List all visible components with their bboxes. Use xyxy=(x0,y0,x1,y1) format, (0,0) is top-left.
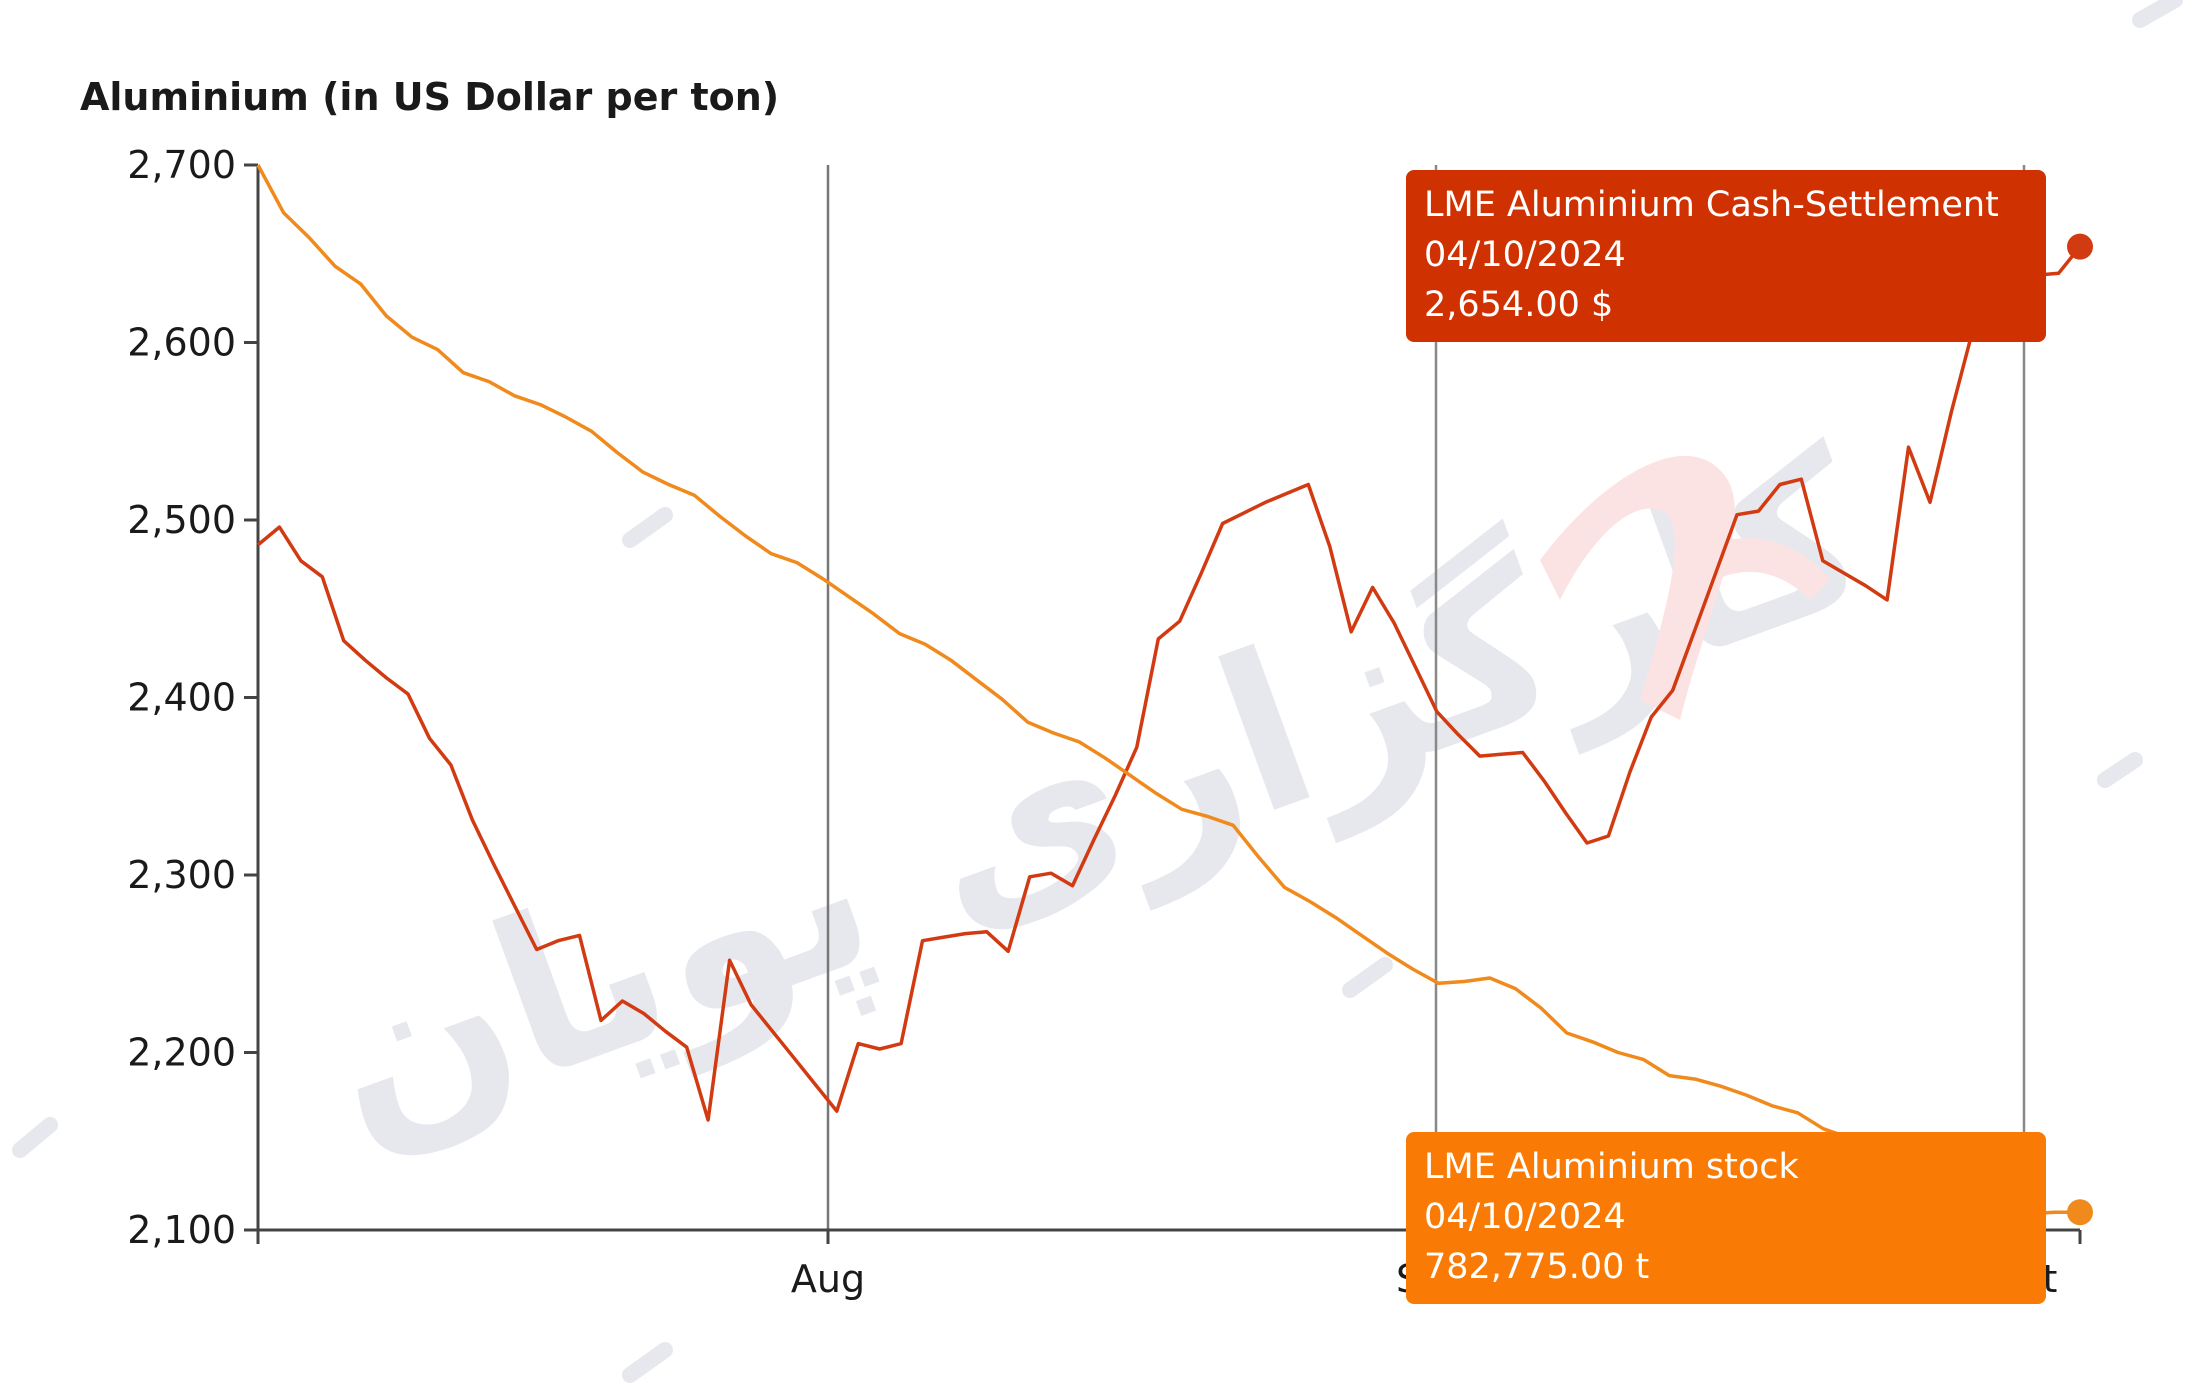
y-tick-label: 2,300 xyxy=(127,853,236,897)
y-tick-label: 2,700 xyxy=(127,143,236,187)
marker-cash-settlement[interactable] xyxy=(2067,234,2093,260)
tooltip-cash-value: 2,654.00 $ xyxy=(1424,280,2028,330)
watermark-dash-4 xyxy=(630,515,665,540)
tooltip-stock-date: 04/10/2024 xyxy=(1424,1192,2028,1242)
y-tick-label: 2,600 xyxy=(127,321,236,365)
watermark-dash-1 xyxy=(2140,0,2175,20)
y-tick-label: 2,100 xyxy=(127,1208,236,1252)
tooltip-cash-series: LME Aluminium Cash-Settlement xyxy=(1424,180,2028,230)
watermark-dash-3 xyxy=(20,1125,50,1150)
marker-stock[interactable] xyxy=(2067,1199,2093,1225)
y-tick-label: 2,400 xyxy=(127,676,236,720)
y-tick-label: 2,500 xyxy=(127,498,236,542)
watermark-dash-2 xyxy=(2105,760,2135,780)
watermark-dash-5 xyxy=(1350,965,1385,990)
x-tick-label: Aug xyxy=(791,1257,865,1301)
chart-title: Aluminium (in US Dollar per ton) xyxy=(80,75,779,119)
tooltip-stock: LME Aluminium stock 04/10/2024 782,775.0… xyxy=(1406,1132,2046,1304)
tooltip-cash-date: 04/10/2024 xyxy=(1424,230,2028,280)
tooltip-stock-series: LME Aluminium stock xyxy=(1424,1142,2028,1192)
tooltip-cash-settlement: LME Aluminium Cash-Settlement 04/10/2024… xyxy=(1406,170,2046,342)
y-tick-label: 2,200 xyxy=(127,1031,236,1075)
watermark-dash-6 xyxy=(630,1350,665,1375)
tooltip-stock-value: 782,775.00 t xyxy=(1424,1242,2028,1292)
y-axis-ticks: 2,700 2,600 2,500 2,400 2,300 2,200 2,100 xyxy=(127,143,258,1252)
watermark-text: کارگزاری پویان xyxy=(290,401,1898,1193)
